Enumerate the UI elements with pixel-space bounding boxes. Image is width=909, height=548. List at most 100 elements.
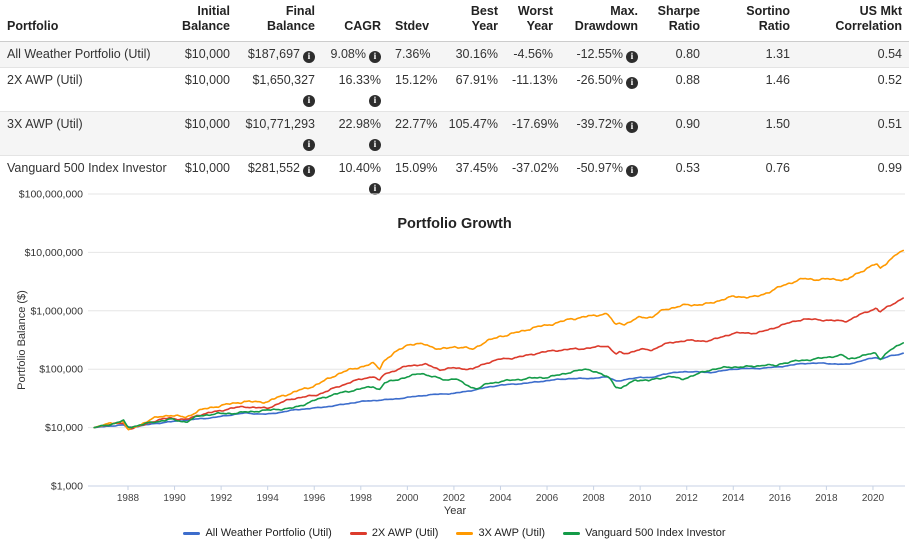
- info-icon[interactable]: i: [303, 138, 315, 151]
- cell-portfolio: 2X AWP (Util): [0, 67, 175, 112]
- y-tick-label: $10,000: [45, 422, 83, 434]
- legend-label: 2X AWP (Util): [371, 527, 439, 539]
- cell-uscorr: 0.54: [797, 41, 909, 68]
- table-row: 3X AWP (Util) $10,000 $10,771,293i 22.98%i 2…: [0, 111, 909, 156]
- cell-cagr: 22.98%i: [322, 111, 388, 156]
- cell-best: 105.47%: [433, 111, 505, 156]
- cell-sortino: 0.76: [765, 161, 790, 175]
- cell-portfolio: All Weather Portfolio (Util): [0, 41, 175, 68]
- info-icon[interactable]: i: [626, 165, 638, 177]
- x-tick-label: 1996: [303, 493, 326, 504]
- x-tick-label: 2004: [489, 493, 512, 504]
- legend-swatch-icon: [456, 531, 474, 535]
- cell-maxdd: -26.50% i: [560, 67, 645, 112]
- cell-sharpe: 0.90: [645, 111, 707, 156]
- chart-legend: All Weather Portfolio (Util) 2X AWP (Util…: [0, 527, 909, 539]
- x-tick-label: 2012: [676, 493, 699, 504]
- cell-stdev: 15.09%: [395, 161, 438, 175]
- cell-portfolio: 3X AWP (Util): [0, 111, 175, 156]
- cell-sharpe: 0.88: [645, 67, 707, 112]
- cell-final: $281,552 i: [237, 156, 322, 200]
- x-tick-label: 1998: [350, 493, 373, 504]
- cell-portfolio: Vanguard 500 Index Investor: [7, 161, 167, 175]
- series-line-1[interactable]: [93, 352, 904, 429]
- column-header-uscorr: US Mkt Correlation: [797, 0, 909, 42]
- cell-maxdd: -12.55% i: [560, 41, 645, 68]
- legend-label: All Weather Portfolio (Util): [205, 527, 332, 539]
- column-header-stdev: Stdev: [388, 0, 433, 42]
- cell-final: $1,650,327i: [237, 67, 322, 112]
- cell-final: $10,771,293i: [237, 111, 322, 156]
- series-line-2[interactable]: [93, 297, 904, 431]
- x-tick-label: 1992: [210, 493, 233, 504]
- cell-cagr: 16.33%i: [322, 67, 388, 112]
- x-tick-label: 2010: [629, 493, 652, 504]
- x-tick-label: 2020: [862, 493, 885, 504]
- legend-swatch-icon: [349, 531, 367, 535]
- cell-stdev: 22.77%: [388, 111, 437, 156]
- x-tick-label: 2008: [582, 493, 605, 504]
- legend-item: Vanguard 500 Index Investor: [563, 527, 726, 539]
- legend-label: 3X AWP (Util): [478, 527, 546, 539]
- y-tick-label: $100,000,000: [19, 189, 83, 201]
- x-tick-label: 2016: [769, 493, 792, 504]
- cell-best: 30.16%: [433, 41, 505, 68]
- info-icon[interactable]: i: [369, 138, 381, 151]
- series-line-4[interactable]: [93, 342, 904, 429]
- cell-initial: $10,000: [175, 67, 237, 112]
- cell-initial: $10,000: [175, 111, 237, 156]
- column-header-sortino: Sortino Ratio: [707, 0, 797, 42]
- info-icon[interactable]: i: [303, 165, 315, 177]
- info-icon[interactable]: i: [369, 182, 381, 195]
- series-line-3[interactable]: [93, 249, 904, 431]
- cell-maxdd: -39.72% i: [560, 111, 645, 156]
- cell-stdev: 7.36%: [388, 41, 433, 68]
- column-header-sharpe: Sharpe Ratio: [645, 0, 707, 42]
- info-icon[interactable]: i: [369, 50, 381, 63]
- y-tick-label: $10,000,000: [25, 247, 84, 259]
- column-header-initial: Initial Balance: [175, 0, 237, 42]
- x-tick-label: 1990: [163, 493, 186, 504]
- cell-sortino: 1.31: [707, 41, 797, 68]
- portfolio-growth-chart: $1,000 $10,000 $100,000 $1,000,000 $10,000,0…: [16, 189, 905, 517]
- x-tick-label: 2002: [443, 493, 466, 504]
- legend-label: Vanguard 500 Index Investor: [585, 527, 726, 539]
- cell-initial: $10,000: [175, 41, 237, 68]
- info-icon[interactable]: i: [626, 50, 638, 63]
- x-tick-label: 2000: [396, 493, 419, 504]
- cell-sharpe: 0.53: [675, 161, 700, 175]
- cell-stdev: 15.12%: [388, 67, 437, 112]
- cell-cagr: 10.40%i: [338, 161, 381, 195]
- y-axis-title: Portfolio Balance ($): [16, 290, 28, 390]
- y-tick-label: $1,000,000: [30, 305, 83, 317]
- info-icon[interactable]: i: [626, 121, 638, 133]
- cell-worst: -11.13%: [505, 67, 560, 112]
- legend-item: All Weather Portfolio (Util): [183, 527, 332, 539]
- x-tick-label: 1988: [117, 493, 140, 504]
- legend-item: 2X AWP (Util): [349, 527, 439, 539]
- x-tick-label: 1994: [257, 493, 280, 504]
- legend-swatch-icon: [183, 531, 201, 535]
- legend-item: 3X AWP (Util): [456, 527, 545, 539]
- cell-best: 67.91%: [433, 67, 505, 112]
- cell-worst: -4.56%: [505, 41, 560, 68]
- info-icon[interactable]: i: [369, 94, 381, 107]
- cell-initial: $10,000: [184, 161, 230, 175]
- cell-uscorr: 0.52: [797, 67, 909, 112]
- cell-uscorr: 0.51: [797, 111, 909, 156]
- column-header-cagr: CAGR: [322, 0, 388, 42]
- chart-title: Portfolio Growth: [397, 216, 512, 232]
- info-icon[interactable]: i: [303, 94, 315, 107]
- stats-table-body: All Weather Portfolio (Util) $10,000 $187,…: [0, 41, 909, 199]
- header-row: Portfolio Initial Balance Final Balance CAG…: [0, 0, 909, 42]
- y-tick-label: $1,000: [51, 481, 83, 493]
- cell-sharpe: 0.80: [645, 41, 707, 68]
- column-header-final: Final Balance: [237, 0, 322, 42]
- cell-maxdd: -50.97% i: [560, 156, 645, 200]
- info-icon[interactable]: i: [626, 77, 638, 89]
- info-icon[interactable]: i: [303, 50, 315, 63]
- cell-cagr: 9.08% i: [322, 41, 388, 68]
- stats-table-head: Portfolio Initial Balance Final Balance CAG…: [0, 0, 909, 42]
- x-tick-label: 2006: [536, 493, 559, 504]
